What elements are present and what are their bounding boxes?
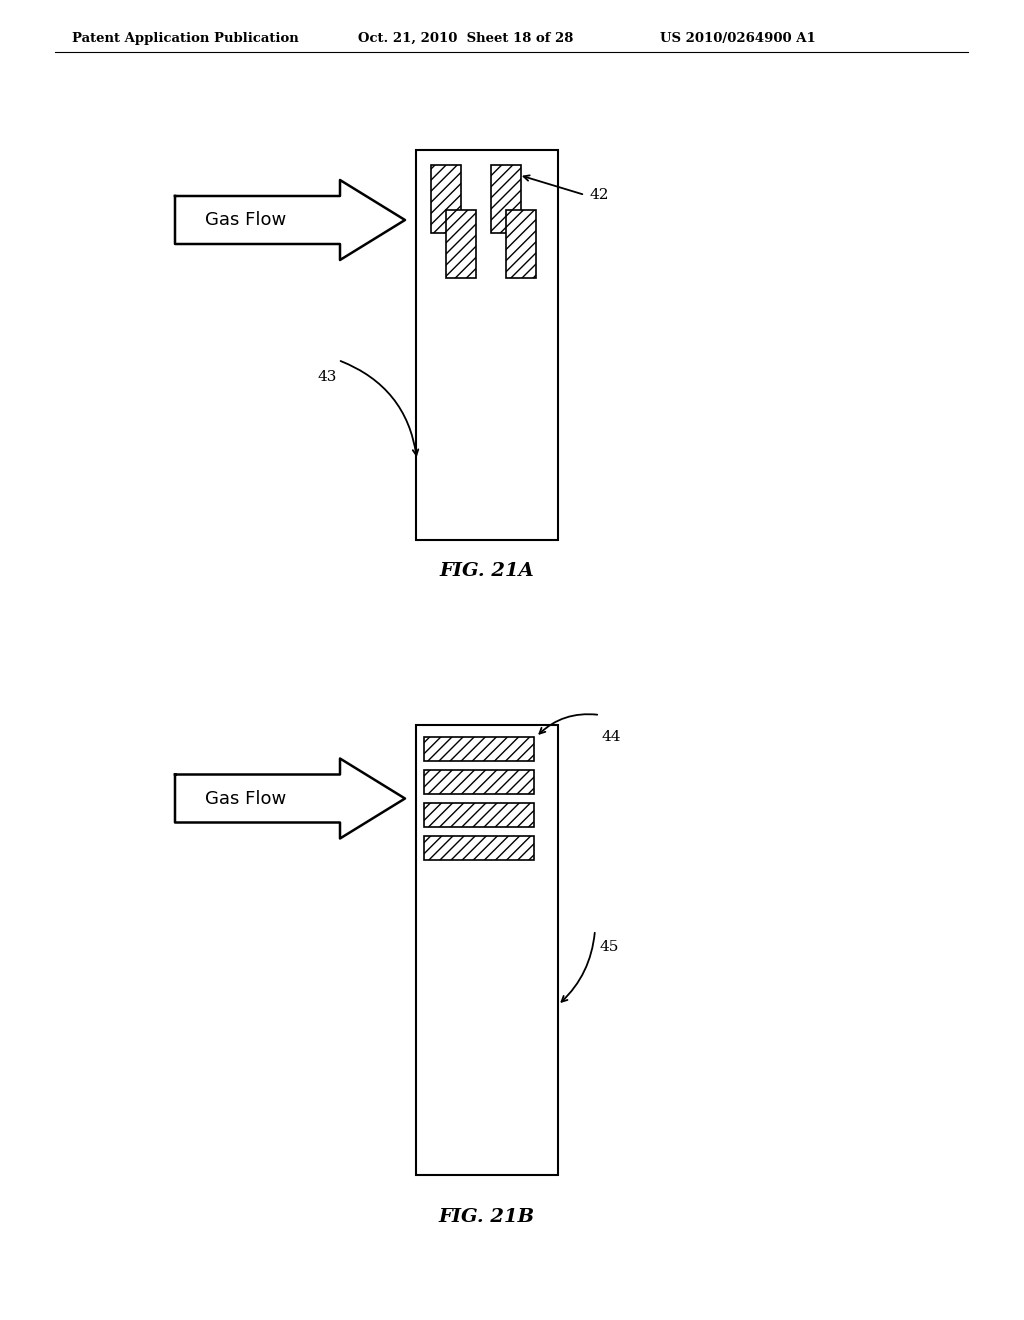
Text: US 2010/0264900 A1: US 2010/0264900 A1 <box>660 32 816 45</box>
Text: Gas Flow: Gas Flow <box>205 211 287 228</box>
Text: 45: 45 <box>600 940 620 954</box>
Bar <box>446 210 476 279</box>
Polygon shape <box>175 759 406 838</box>
Bar <box>424 737 534 762</box>
Bar <box>490 165 521 234</box>
Bar <box>416 150 558 540</box>
Text: Gas Flow: Gas Flow <box>205 789 287 808</box>
Bar <box>431 165 461 234</box>
Bar <box>424 803 534 828</box>
Bar <box>424 836 534 861</box>
Text: 44: 44 <box>602 730 622 744</box>
Bar <box>506 210 536 279</box>
Bar <box>416 725 558 1175</box>
Bar <box>424 770 534 795</box>
Text: 42: 42 <box>590 187 609 202</box>
Polygon shape <box>175 180 406 260</box>
Text: Oct. 21, 2010  Sheet 18 of 28: Oct. 21, 2010 Sheet 18 of 28 <box>358 32 573 45</box>
Text: Patent Application Publication: Patent Application Publication <box>72 32 299 45</box>
Text: 43: 43 <box>318 370 337 384</box>
Text: FIG. 21B: FIG. 21B <box>439 1208 536 1226</box>
Text: FIG. 21A: FIG. 21A <box>439 562 535 579</box>
